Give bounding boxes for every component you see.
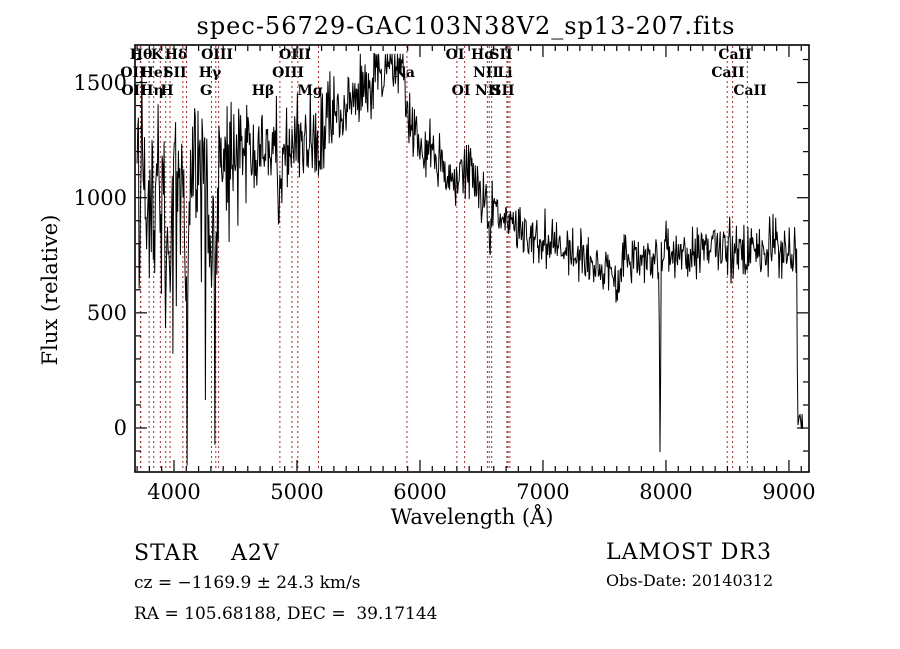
spectral-line-label: HeI: [140, 65, 170, 81]
spectral-line-label: OIII: [279, 47, 311, 63]
x-tick-label: 8000: [639, 480, 693, 504]
spectral-line-label: SII: [163, 65, 187, 81]
survey-text: LAMOST DR3: [606, 540, 772, 565]
spectral-line-label: Hθ: [129, 47, 153, 63]
spectral-line-label: OI: [445, 47, 465, 63]
spectral-line-label: H: [160, 83, 174, 99]
x-tick-label: 9000: [762, 480, 816, 504]
spectral-line-label: Hδ: [164, 47, 188, 63]
classification-text: STAR A2V: [134, 541, 280, 566]
spectral-line-label: SII: [491, 83, 515, 99]
coordinates-text: RA = 105.68188, DEC = 39.17144: [134, 604, 438, 624]
obs-date-text: Obs-Date: 20140312: [606, 571, 774, 590]
y-tick-label: 500: [86, 300, 127, 325]
y-tick-label: 1000: [73, 185, 127, 210]
x-tick-label: 7000: [516, 480, 570, 504]
y-tick-label: 1500: [73, 70, 127, 95]
spectral-line-label: Hγ: [198, 65, 222, 81]
spectral-line-label: NII: [473, 65, 499, 81]
y-tick-label: 0: [113, 416, 127, 440]
spectral-line-label: Hα: [470, 47, 496, 63]
x-tick-label: 5000: [270, 480, 324, 504]
spectral-line-label: NII: [475, 83, 501, 99]
spectral-line-label: CaII: [718, 47, 752, 63]
spectral-line-label: G: [200, 83, 212, 99]
spectral-line-label: K: [150, 47, 164, 63]
spectral-line-label: Hβ: [251, 83, 275, 99]
spectral-line-label: OIII: [201, 47, 233, 63]
spectral-line-label: CaII: [733, 83, 767, 99]
x-axis-label: Wavelength (Å): [390, 505, 554, 529]
spectral-line-label: OIII: [272, 65, 304, 81]
spectral-line-label: Li: [497, 65, 513, 81]
x-tick-label: 4000: [147, 480, 201, 504]
spectral-line-label: SII: [489, 47, 513, 63]
spectral-line-label: CaII: [711, 65, 745, 81]
spectral-line-label: OI: [451, 83, 471, 99]
spectral-line-label: OII: [120, 65, 146, 81]
spectral-line-label: OII: [121, 83, 147, 99]
spectral-line-label: Hη: [140, 83, 164, 99]
x-tick-label: 6000: [393, 480, 447, 504]
radial-velocity-text: cz = −1169.9 ± 24.3 km/s: [134, 573, 361, 593]
spectral-line-label: Mg: [297, 83, 323, 99]
spectral-line-label: Na: [393, 65, 415, 81]
plot-title: spec-56729-GAC103N38V2_sp13-207.fits: [196, 12, 736, 40]
